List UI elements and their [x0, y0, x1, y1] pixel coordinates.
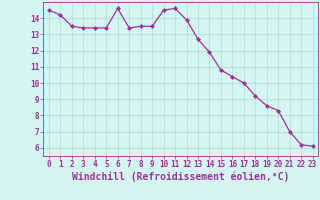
X-axis label: Windchill (Refroidissement éolien,°C): Windchill (Refroidissement éolien,°C) [72, 172, 290, 182]
